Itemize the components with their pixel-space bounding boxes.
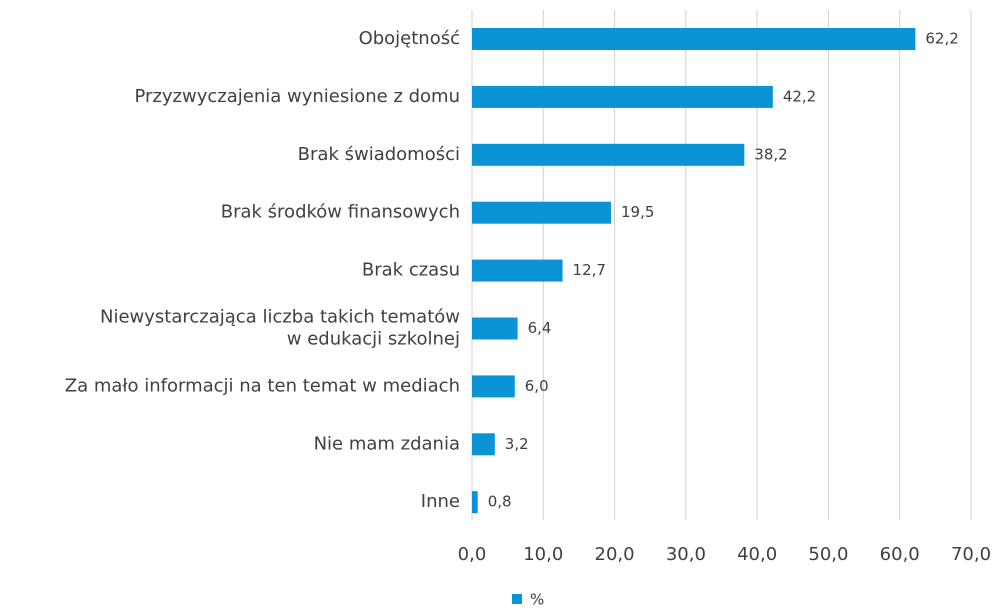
y-tick-label: Brak czasu (362, 260, 460, 281)
value-label: 38,2 (754, 145, 787, 163)
value-label: 3,2 (505, 435, 529, 453)
bar (472, 433, 495, 456)
y-tick-label: Nie mam zdania (314, 433, 460, 454)
x-tick-label: 30,0 (666, 544, 706, 565)
value-label: 6,0 (525, 377, 549, 395)
y-tick-label: Brak świadomości (298, 144, 460, 165)
bar (472, 85, 773, 108)
bar (472, 259, 563, 282)
x-tick-label: 70,0 (951, 544, 991, 565)
x-tick-label: 50,0 (808, 544, 848, 565)
y-tick-label: Brak środków finansowych (221, 202, 460, 223)
x-tick-label: 60,0 (880, 544, 920, 565)
value-label: 19,5 (621, 203, 654, 221)
y-tick-label: Obojętność (359, 28, 460, 49)
value-label: 0,8 (488, 493, 512, 511)
y-tick-label: Niewystarczająca liczba takich tematów w … (100, 307, 460, 350)
bar (472, 28, 916, 50)
x-tick-label: 10,0 (523, 544, 563, 565)
y-tick-label: Przyzwyczajenia wyniesione z domu (135, 86, 460, 107)
x-tick-label: 20,0 (595, 544, 635, 565)
value-label: 6,4 (528, 319, 552, 337)
x-tick-label: 40,0 (737, 544, 777, 565)
y-tick-label: Za mało informacji na ten temat w mediac… (65, 375, 460, 396)
bar (472, 201, 612, 224)
value-label: 12,7 (573, 261, 606, 279)
bar (472, 491, 478, 514)
x-tick-label: 0,0 (458, 544, 487, 565)
legend-swatch (512, 594, 522, 604)
value-label: 42,2 (783, 87, 816, 105)
y-tick-label: Inne (421, 491, 460, 512)
value-label: 62,2 (925, 30, 958, 48)
legend-label: % (530, 591, 544, 609)
bar (472, 143, 745, 166)
bar (472, 317, 518, 340)
bar (472, 375, 515, 398)
